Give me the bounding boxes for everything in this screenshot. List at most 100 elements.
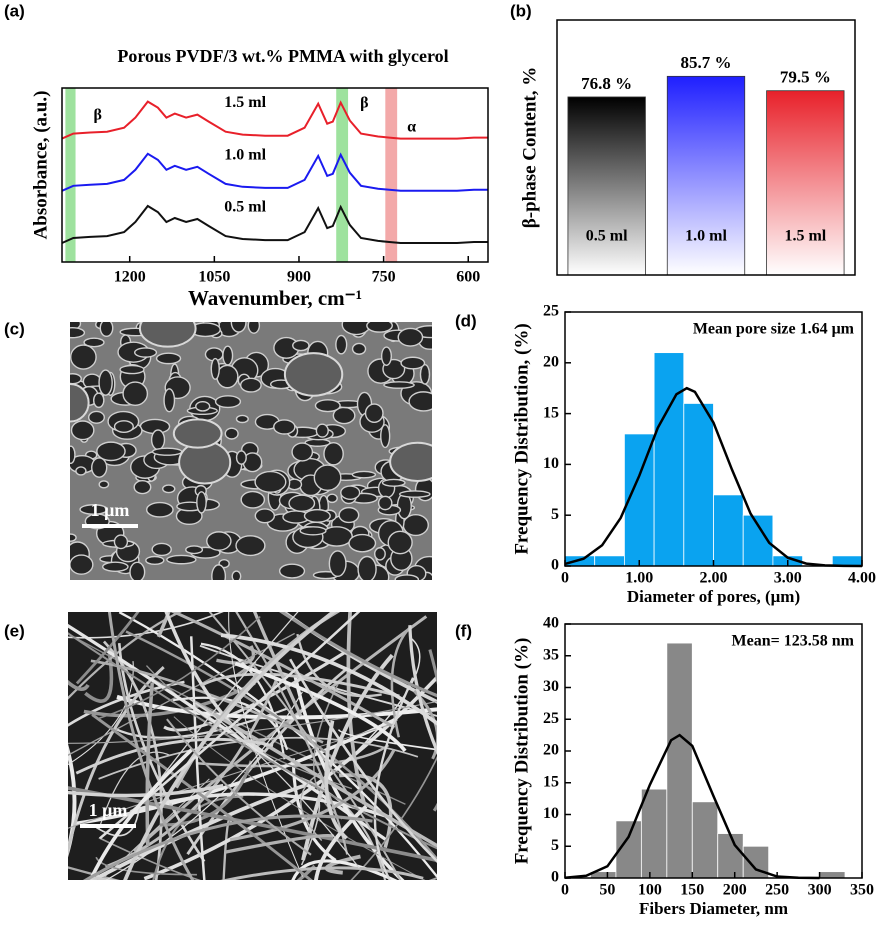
series-label: 1.0 ml bbox=[224, 146, 266, 163]
panel-label: (f) bbox=[455, 621, 472, 640]
pore bbox=[400, 356, 426, 370]
pore bbox=[92, 392, 105, 409]
x-tick-label: 300 bbox=[808, 882, 832, 899]
fiber bbox=[68, 632, 437, 850]
histogram-bar bbox=[717, 833, 744, 879]
pore bbox=[366, 322, 393, 333]
fiber bbox=[166, 718, 312, 856]
pore bbox=[79, 504, 109, 515]
fiber bbox=[224, 833, 335, 854]
fiber bbox=[234, 661, 407, 753]
category-label: 1.0 ml bbox=[685, 228, 727, 245]
panel-label: (b) bbox=[510, 1, 532, 20]
fiber bbox=[300, 772, 323, 842]
fiber bbox=[350, 755, 437, 880]
fiber bbox=[289, 658, 437, 863]
fiber bbox=[156, 612, 171, 638]
y-axis-label: Absorbance, (a.u.) bbox=[30, 91, 51, 240]
pore bbox=[235, 414, 249, 424]
pore bbox=[254, 508, 276, 524]
pore bbox=[288, 494, 316, 513]
pore bbox=[161, 484, 176, 494]
fiber bbox=[98, 836, 202, 880]
pore bbox=[99, 322, 114, 338]
pore bbox=[278, 563, 306, 579]
pore bbox=[163, 388, 176, 413]
bar bbox=[567, 96, 646, 276]
fiber bbox=[88, 781, 314, 880]
x-tick-label: 900 bbox=[287, 269, 311, 286]
fiber bbox=[199, 672, 400, 698]
pore bbox=[214, 395, 242, 409]
pore bbox=[273, 419, 296, 435]
x-axis-label: Fibers Diameter, nm bbox=[639, 899, 788, 918]
pore bbox=[291, 442, 314, 462]
pore bbox=[303, 508, 331, 523]
plot-frame bbox=[556, 19, 856, 276]
pore bbox=[419, 363, 431, 385]
y-tick-label: 20 bbox=[543, 742, 559, 759]
pore bbox=[313, 464, 342, 491]
fiber bbox=[194, 701, 437, 848]
x-tick-label: 1200 bbox=[114, 269, 146, 286]
panel-label: (a) bbox=[4, 1, 25, 20]
series-label: 1.5 ml bbox=[224, 94, 266, 111]
pore bbox=[206, 531, 232, 551]
x-tick-label: 0 bbox=[561, 570, 569, 587]
pore bbox=[96, 441, 126, 462]
x-tick-label: 350 bbox=[850, 882, 874, 899]
pore bbox=[387, 530, 413, 555]
pore bbox=[145, 501, 174, 518]
fiber bbox=[99, 612, 361, 840]
fiber bbox=[68, 612, 183, 700]
pore bbox=[70, 533, 77, 542]
fiber bbox=[300, 777, 387, 880]
y-tick-label: 15 bbox=[543, 773, 559, 790]
pore bbox=[364, 403, 384, 423]
fiber bbox=[75, 612, 140, 685]
pore bbox=[338, 506, 360, 524]
fiber bbox=[357, 637, 421, 751]
pore bbox=[134, 347, 158, 358]
pore bbox=[70, 554, 94, 575]
pore bbox=[397, 327, 424, 347]
fiber bbox=[186, 696, 360, 869]
value-label: 76.8 % bbox=[581, 74, 632, 93]
x-tick-label: 50 bbox=[599, 882, 615, 899]
sem-image bbox=[68, 612, 437, 880]
pore bbox=[70, 344, 97, 370]
large-pore bbox=[283, 352, 344, 397]
pore bbox=[129, 561, 146, 580]
fiber bbox=[252, 612, 303, 717]
fiber bbox=[68, 744, 77, 858]
large-pore bbox=[70, 383, 90, 423]
pore bbox=[341, 322, 371, 336]
histogram-bar bbox=[683, 403, 714, 567]
pore bbox=[340, 485, 361, 500]
pore bbox=[374, 547, 386, 561]
spectrum-line bbox=[61, 204, 488, 244]
pore bbox=[216, 364, 239, 389]
pore bbox=[155, 352, 182, 365]
pore bbox=[83, 337, 105, 348]
band-label: β bbox=[94, 107, 102, 124]
pore bbox=[328, 550, 347, 578]
y-tick-label: 10 bbox=[543, 455, 559, 472]
pore bbox=[326, 493, 338, 504]
pore bbox=[377, 495, 393, 511]
fiber bbox=[123, 612, 337, 880]
fiber bbox=[68, 866, 121, 880]
fiber bbox=[220, 866, 424, 880]
y-tick-label: 0 bbox=[551, 869, 559, 886]
bar bbox=[766, 90, 845, 276]
fiber bbox=[118, 612, 437, 879]
pore bbox=[235, 535, 266, 557]
pore bbox=[185, 545, 204, 555]
x-tick-label: 4.00 bbox=[848, 570, 876, 587]
pore bbox=[224, 427, 239, 440]
fiber bbox=[428, 649, 437, 812]
histogram-bar bbox=[713, 494, 744, 567]
panel-label: (e) bbox=[4, 621, 25, 640]
fiber bbox=[90, 747, 194, 878]
pore bbox=[151, 447, 183, 456]
